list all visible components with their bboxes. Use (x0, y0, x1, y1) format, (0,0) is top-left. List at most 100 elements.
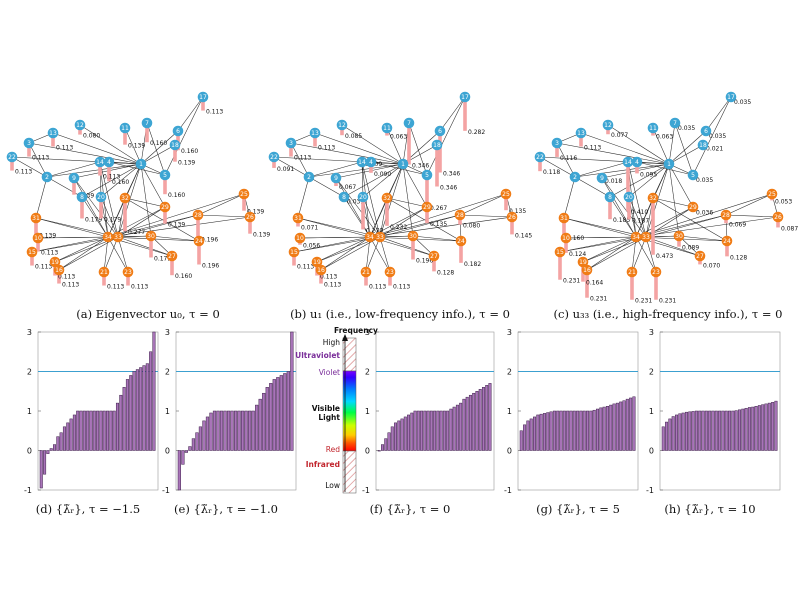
graph-node (700, 125, 712, 137)
graph-edge (386, 127, 404, 165)
node-value-label: 0.160 (175, 273, 192, 280)
eigenvalue-bar (708, 410, 712, 451)
node-value-stem (197, 241, 201, 265)
eigenvalue-bar (612, 403, 616, 451)
eigenvalue-bar (86, 410, 90, 451)
y-tick-label: 3 (27, 328, 32, 337)
eigenvalue-bar (59, 432, 63, 451)
node-value-label: 0.113 (131, 284, 148, 291)
caption-b: (b) u₁ (i.e., low-frequency info.), τ = … (290, 307, 510, 321)
eigenvalue-bar (704, 410, 708, 451)
graph-edge (297, 176, 310, 219)
graph-node (364, 231, 376, 243)
eigenvalue-bar (459, 402, 463, 451)
eigenvalue-bar (615, 402, 619, 451)
graph-node-label: 8 (608, 194, 612, 201)
graph-node-label: 11 (121, 125, 129, 132)
node-value-stem (369, 162, 373, 173)
graph-node (141, 117, 153, 129)
eigenvalue-bar (135, 369, 139, 451)
graph-edge (107, 197, 126, 238)
eigenvalue-bar (552, 410, 556, 451)
node-value-label: 0.113 (32, 155, 49, 162)
graph-node-label: 24 (457, 238, 465, 245)
graph-edge (297, 217, 371, 238)
graph-node-label: 12 (604, 122, 612, 129)
node-value-label: 0.113 (56, 145, 73, 152)
graph-edge (107, 236, 129, 273)
node-value-label: 0.113 (393, 284, 410, 291)
y-tick-label: 0 (507, 447, 512, 456)
eigenvalue-bar (403, 416, 407, 451)
node-value-label: 0.036 (696, 209, 713, 216)
node-value-stem (149, 236, 153, 258)
eigenvalue-bar (536, 414, 540, 451)
node-value-stem (163, 175, 167, 195)
graph-node-label: 7 (145, 120, 149, 127)
graph-node-label: 7 (673, 120, 677, 127)
graph-edge (369, 193, 507, 238)
eigenvalue-bar (381, 444, 384, 451)
graph-node-label: 7 (407, 120, 411, 127)
graph-node (6, 151, 18, 163)
graph-node-label: 28 (722, 212, 730, 219)
eigenvalue-bar (592, 409, 596, 451)
graph-node-label: 29 (161, 204, 169, 211)
graph-node (103, 156, 115, 168)
node-value-label: 0.135 (430, 221, 447, 228)
node-value-stem (630, 272, 634, 300)
graph-node (626, 266, 638, 278)
graph-edge (609, 163, 670, 198)
spectrum-high: High (323, 338, 340, 347)
graph-edge (631, 236, 647, 273)
node-value-label: 0.113 (324, 282, 341, 289)
node-value-label: 0.113 (103, 174, 120, 181)
node-value-stem (510, 217, 514, 235)
graph-node-label: 6 (704, 128, 708, 135)
y-tick-label: 0 (165, 447, 170, 456)
eigenvalue-bar (109, 410, 113, 451)
node-value-label: 0.056 (303, 243, 320, 250)
eigenvalue-bar (569, 410, 573, 451)
eigenvalue-bar (119, 394, 123, 451)
node-value-stem (654, 272, 658, 300)
graph-edge (99, 161, 119, 238)
graph-node-label: 14 (358, 159, 366, 166)
spectrum-red: Red (326, 445, 340, 454)
node-value-label: 0.277 (128, 229, 145, 236)
eigenvalue-bar (92, 410, 96, 451)
eigenvalue-bar (202, 420, 206, 451)
node-value-label: 0.139 (247, 209, 264, 216)
eigenvalue-bar (711, 410, 715, 451)
graph-node (197, 91, 209, 103)
node-value-label: 0.139 (168, 222, 185, 229)
eigenvalue-bar (737, 409, 741, 451)
graph-edge (379, 236, 391, 273)
node-value-stem (725, 241, 729, 257)
node-value-stem (411, 236, 415, 260)
graph-node (98, 266, 110, 278)
graph-edge (635, 214, 727, 238)
graph-node (766, 188, 778, 200)
graph-edge (609, 196, 637, 238)
eigenvalue-bar (149, 351, 153, 451)
eigenvalue-bar (82, 410, 86, 451)
graph-node (119, 192, 131, 204)
graph-edge (539, 156, 576, 178)
node-value-label: 0.179 (154, 255, 171, 262)
node-value-stem (126, 272, 130, 286)
node-value-label: 0.270 (366, 227, 383, 234)
eigenvalue-bar (668, 418, 672, 451)
node-value-stem (57, 270, 61, 284)
eigenvalue-bar (439, 410, 443, 451)
eigenvalue-bar (219, 410, 224, 451)
graph-node-label: 21 (362, 269, 370, 276)
eigenvalue-bar (184, 450, 188, 453)
eigenvalue-bar (605, 406, 609, 451)
spectrum-infrared: Infrared (306, 460, 340, 469)
graph-edge (103, 236, 119, 273)
graph-edge (308, 176, 345, 198)
eigenvalue-bar (205, 416, 210, 451)
graph-edge (100, 163, 142, 198)
node-value-label: 0.085 (345, 133, 362, 140)
